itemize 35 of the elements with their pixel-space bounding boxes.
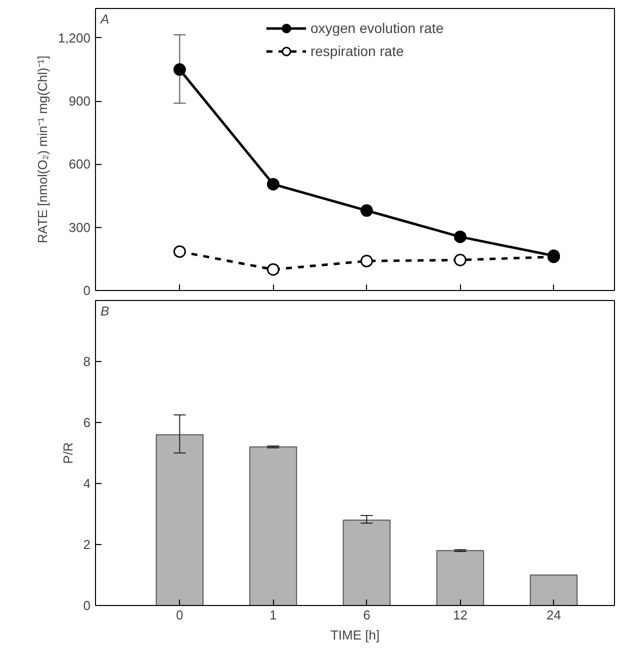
point [454,230,466,244]
legend-label: respiration rate [310,43,404,59]
y-tick-label: 0 [83,598,91,613]
bar [342,520,391,606]
point [266,178,280,190]
y-axis-title: P/R [60,442,76,464]
point [266,263,280,276]
y-tick-label: 2 [83,537,91,552]
y-tick-label: 900 [68,94,91,109]
point [173,63,186,76]
point [360,254,373,268]
bar [530,574,578,606]
annotation: B [100,304,110,318]
x-tick-label: 24 [546,608,561,622]
y-tick-label: 1,200 [58,30,91,46]
y-axis-title: RATE [nmol(O₂) min⁻¹ mg(Chl)⁻¹] [34,56,50,244]
point [454,254,466,266]
point [360,204,373,217]
x-tick-label: 0 [176,608,184,622]
y-tick-label: 300 [68,220,91,235]
bar [436,550,484,606]
x-tick-label: 6 [363,608,370,622]
y-tick-label: 0 [83,283,91,298]
bar [249,446,298,606]
y-tick-label: 600 [68,156,91,172]
bar [156,434,204,606]
y-tick-label: 4 [83,476,91,491]
y-tick-label: 8 [83,354,91,369]
annotation: A [100,12,110,26]
x-axis-title: TIME [h] [330,628,380,642]
point [173,245,186,258]
y-tick-label: 6 [83,415,91,430]
x-tick-label: 12 [452,608,468,622]
legend-label: oxygen evolution rate [310,20,444,36]
x-tick-label: 1 [270,608,277,622]
